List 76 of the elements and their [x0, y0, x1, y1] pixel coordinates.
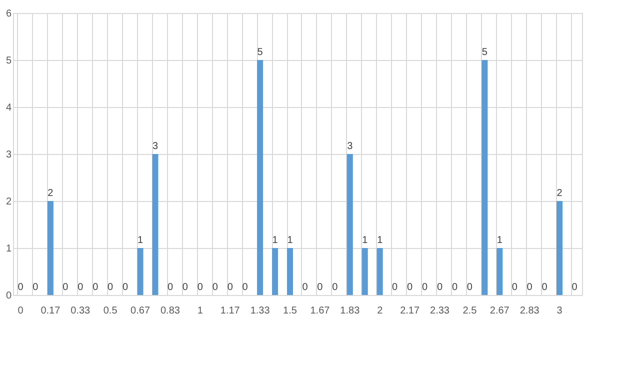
bar — [47, 201, 54, 295]
data-label: 1 — [362, 235, 368, 246]
y-tick-label: 6 — [6, 8, 12, 20]
data-label: 0 — [32, 282, 39, 293]
x-tick-label: 1.33 — [250, 306, 270, 316]
data-label: 5 — [257, 47, 264, 58]
x-tick-label: 0.17 — [40, 306, 61, 316]
bar — [272, 248, 278, 295]
bar — [496, 248, 503, 295]
data-label: 0 — [122, 282, 129, 293]
data-label: 0 — [407, 282, 414, 293]
data-label: 1 — [137, 235, 144, 246]
data-label: 5 — [482, 47, 488, 58]
bar — [556, 201, 563, 295]
data-label: 3 — [347, 141, 354, 152]
y-tick-label: 4 — [6, 102, 12, 114]
data-label: 1 — [496, 235, 503, 246]
x-tick-label: 0.83 — [160, 306, 180, 316]
data-label: 0 — [182, 282, 188, 293]
data-label: 2 — [556, 188, 563, 199]
data-label: 0 — [466, 282, 473, 293]
y-tick-label: 0 — [6, 290, 12, 302]
x-tick-label: 2.33 — [430, 306, 450, 316]
data-label: 0 — [18, 282, 24, 293]
data-label: 0 — [512, 282, 518, 293]
data-label: 0 — [167, 282, 174, 293]
data-label: 0 — [108, 282, 114, 293]
x-tick-label: 0 — [18, 306, 24, 316]
bar — [137, 248, 144, 295]
data-label: 0 — [197, 282, 204, 293]
y-tick-label: 5 — [6, 56, 12, 66]
x-tick-label: 1.17 — [220, 306, 240, 316]
data-label: 1 — [272, 235, 278, 246]
data-label: 0 — [542, 282, 548, 293]
y-tick-label: 3 — [6, 150, 12, 160]
data-label: 3 — [152, 141, 158, 152]
y-tick-label: 1 — [6, 244, 12, 254]
data-label: 0 — [212, 282, 218, 293]
y-tick-label: 2 — [6, 196, 12, 208]
data-label: 0 — [227, 282, 234, 293]
data-label: 0 — [422, 282, 428, 293]
data-label: 1 — [377, 235, 384, 246]
bar — [346, 154, 353, 295]
x-tick-label: 0.5 — [103, 306, 118, 316]
bar — [152, 154, 158, 295]
data-label: 0 — [302, 282, 308, 293]
x-tick-label: 2.67 — [490, 306, 510, 316]
x-tick-label: 0.33 — [70, 306, 91, 316]
data-label: 0 — [317, 282, 324, 293]
data-label: 0 — [242, 282, 248, 293]
x-tick-label: 1 — [197, 306, 204, 316]
data-label: 0 — [62, 282, 69, 293]
data-label: 2 — [48, 188, 54, 199]
x-tick-label: 2.83 — [520, 306, 540, 316]
x-tick-label: 2.17 — [400, 306, 420, 316]
data-label: 0 — [392, 282, 398, 293]
x-tick-label: 2.5 — [462, 306, 478, 316]
x-tick-label: 3 — [556, 306, 563, 316]
data-label: 0 — [572, 282, 578, 293]
bar — [287, 248, 294, 295]
data-label: 1 — [287, 235, 294, 246]
bar — [257, 60, 264, 295]
data-label: 0 — [332, 282, 338, 293]
x-tick-label: 1.5 — [283, 306, 298, 316]
x-tick-label: 2 — [377, 306, 384, 316]
bar — [376, 248, 383, 295]
x-tick-label: 1.67 — [310, 306, 330, 316]
data-label: 0 — [78, 282, 84, 293]
x-tick-label: 1.83 — [340, 306, 360, 316]
bar — [482, 60, 488, 295]
data-label: 0 — [452, 282, 458, 293]
data-label: 0 — [92, 282, 99, 293]
data-label: 0 — [436, 282, 443, 293]
data-label: 0 — [526, 282, 533, 293]
x-tick-label: 0.67 — [130, 306, 150, 316]
bar — [362, 248, 368, 295]
